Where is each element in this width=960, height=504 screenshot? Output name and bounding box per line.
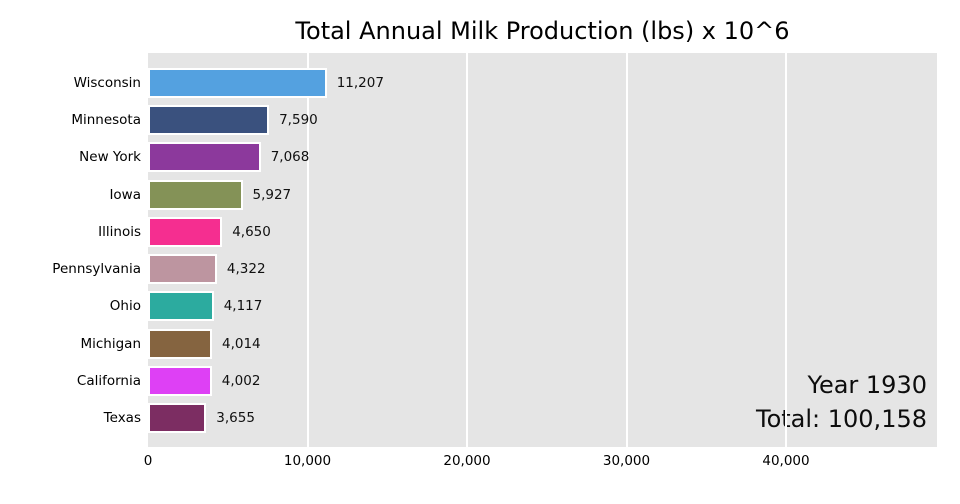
value-label-texas: 3,655 [216, 410, 255, 427]
bar-new-york [148, 142, 261, 173]
bar-iowa [148, 179, 243, 210]
bar-ohio [148, 291, 214, 322]
ytick-texas: Texas [103, 410, 141, 427]
bar-california [148, 365, 212, 396]
bar-wisconsin [148, 67, 327, 98]
ytick-new-york: New York [79, 149, 141, 166]
ytick-pennsylvania: Pennsylvania [52, 261, 141, 278]
gridline-10000 [306, 53, 309, 447]
bar-texas [148, 403, 207, 434]
value-label-michigan: 4,014 [222, 335, 261, 352]
bar-illinois [148, 216, 223, 247]
bar-michigan [148, 328, 212, 359]
ytick-ohio: Ohio [109, 298, 141, 315]
chart-title: Total Annual Milk Production (lbs) x 10^… [295, 17, 790, 45]
xtick-0: 0 [143, 453, 153, 469]
annotation-block: Year 1930 Total: 100,158 [756, 368, 927, 436]
total-label: Total: 100,158 [755, 405, 927, 433]
ytick-california: California [76, 372, 141, 389]
value-label-illinois: 4,650 [232, 223, 271, 240]
gridline-40000 [785, 53, 787, 447]
gridline-30000 [625, 53, 628, 447]
value-label-ohio: 4,117 [223, 298, 263, 315]
value-label-iowa: 5,927 [252, 186, 292, 203]
value-label-california: 4,002 [221, 372, 261, 389]
xtick-40000: 40,000 [762, 453, 810, 469]
ytick-wisconsin: Wisconsin [73, 74, 141, 91]
bar-pennsylvania [148, 254, 217, 285]
plot-area: Year 1930 Total: 100,158 11,207 7,590 7,06… [148, 53, 937, 447]
value-label-wisconsin: 11,207 [336, 74, 384, 91]
year-label: Year 1930 [807, 371, 927, 399]
value-label-minnesota: 7,590 [279, 112, 318, 129]
value-label-pennsylvania: 4,322 [226, 261, 266, 278]
bar-minnesota [148, 105, 270, 136]
value-label-new-york: 7,068 [270, 149, 310, 166]
xtick-20000: 20,000 [443, 453, 491, 469]
ytick-iowa: Iowa [109, 186, 141, 203]
gridline-20000 [466, 53, 468, 447]
ytick-michigan: Michigan [80, 335, 141, 352]
xtick-10000: 10,000 [283, 453, 332, 469]
xtick-30000: 30,000 [602, 453, 651, 469]
ytick-minnesota: Minnesota [71, 112, 141, 129]
ytick-illinois: Illinois [98, 223, 141, 240]
